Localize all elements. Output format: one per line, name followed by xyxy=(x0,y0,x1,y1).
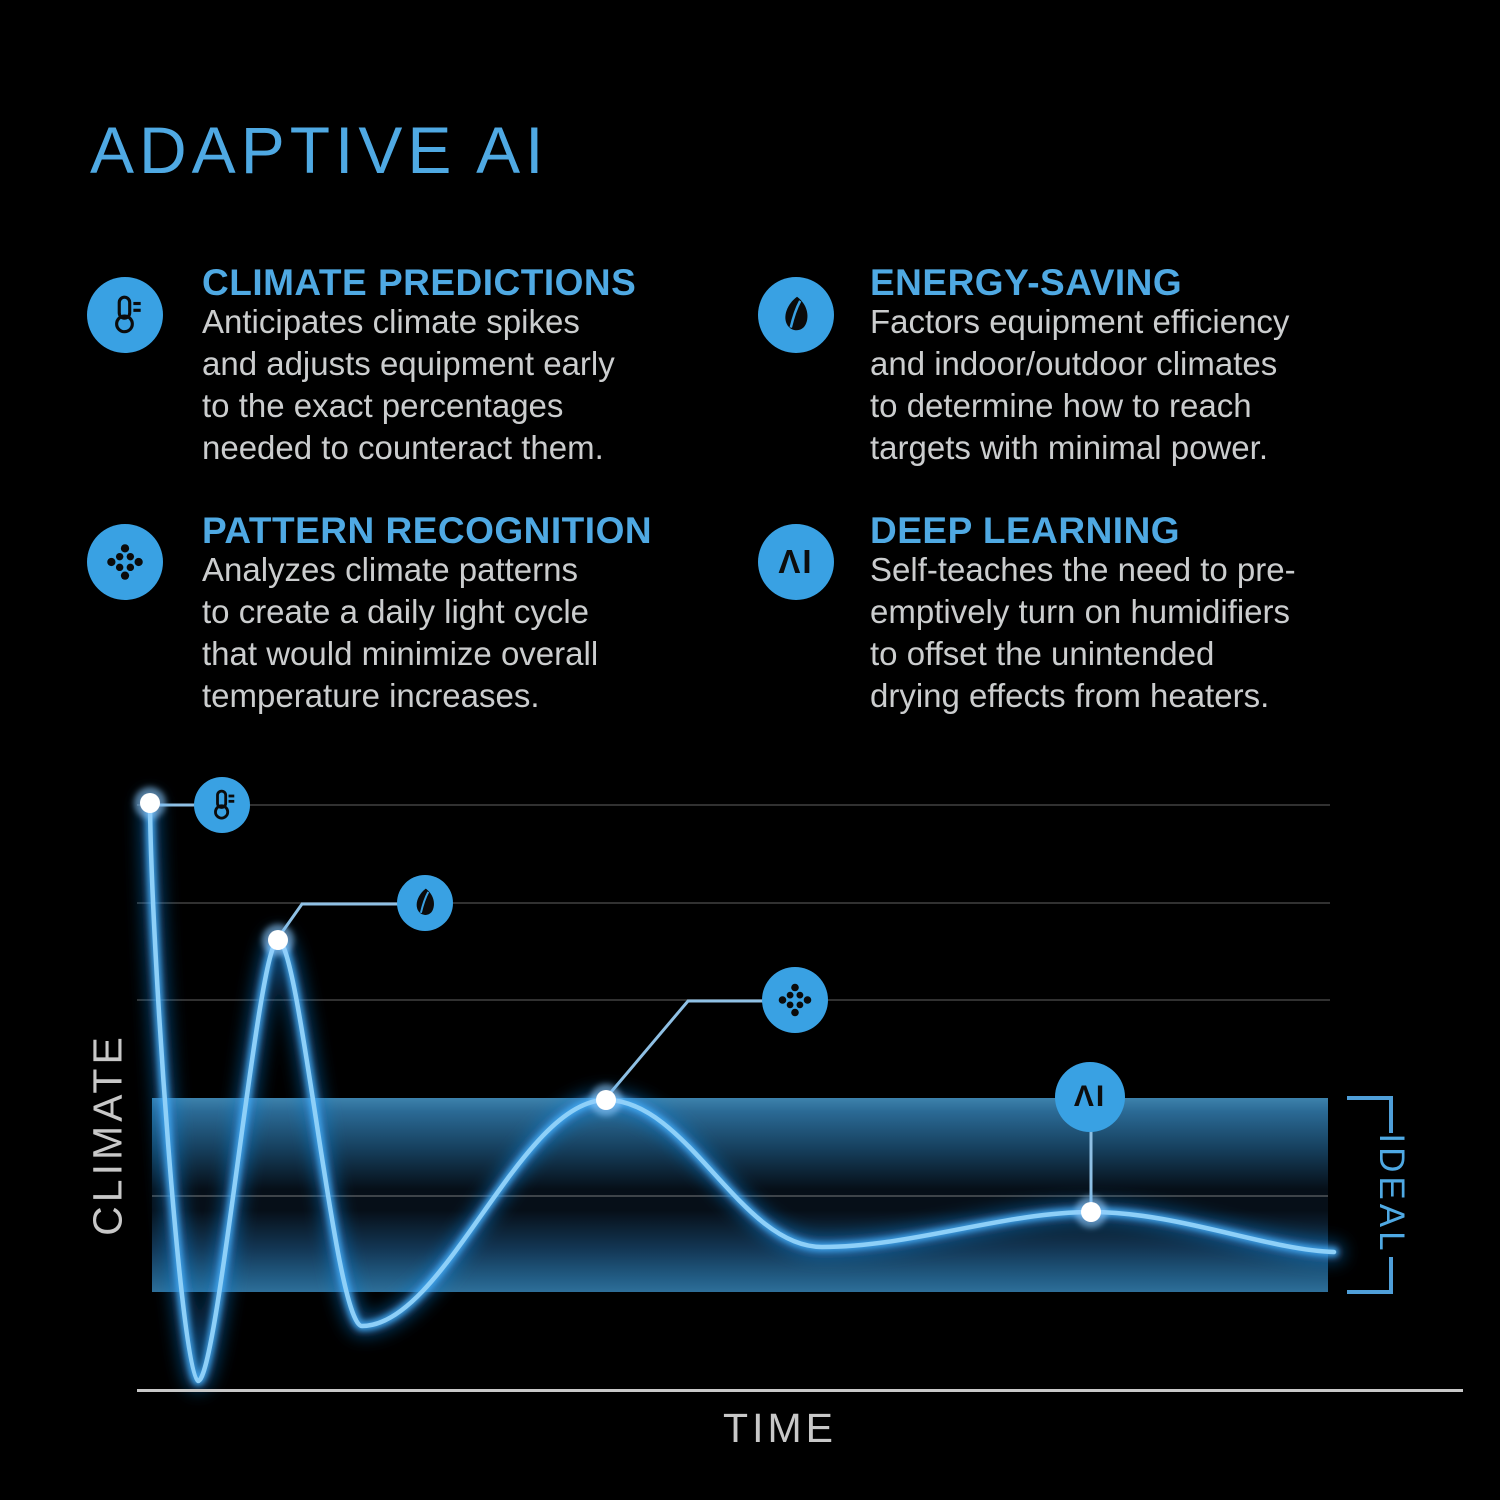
thermometer-marker-icon xyxy=(194,777,250,833)
x-axis-line xyxy=(137,1389,1463,1392)
data-point-climate-predictions xyxy=(134,787,166,819)
y-axis-label: CLIMATE xyxy=(84,1033,131,1236)
feature-title-energy-saving: ENERGY-SAVING xyxy=(870,262,1183,303)
gridline-2 xyxy=(137,902,1330,904)
leaf-marker-icon xyxy=(397,875,453,931)
leaf-icon xyxy=(758,277,834,353)
ai-icon-text: ΛI xyxy=(778,543,814,580)
feature-body-pattern-recognition: Analyzes climate patterns to create a dai… xyxy=(202,551,599,714)
network-dots-marker-icon xyxy=(762,967,828,1033)
gridline-4 xyxy=(152,1195,1328,1197)
feature-body-deep-learning: Self-teaches the need to pre-emptively t… xyxy=(870,551,1296,714)
ideal-bracket-bottom xyxy=(1347,1290,1393,1294)
network-dots-icon xyxy=(87,524,163,600)
climate-curve xyxy=(139,792,1345,1393)
thermometer-icon xyxy=(87,277,163,353)
ideal-bracket-top-vertical xyxy=(1389,1096,1393,1133)
feature-title-pattern-recognition: PATTERN RECOGNITION xyxy=(202,510,653,551)
ideal-band-label: IDEAL xyxy=(1372,1133,1411,1255)
ideal-bracket-top xyxy=(1347,1096,1393,1100)
ai-marker-icon: ΛI xyxy=(1055,1062,1125,1132)
data-point-energy-saving xyxy=(262,924,294,956)
x-axis-label: TIME xyxy=(723,1405,837,1451)
feature-title-climate-predictions: CLIMATE PREDICTIONS xyxy=(202,262,637,303)
ideal-bracket-bottom-vertical xyxy=(1389,1257,1393,1294)
feature-title-deep-learning: DEEP LEARNING xyxy=(870,510,1181,551)
ai-marker-text: ΛI xyxy=(1073,1080,1107,1113)
feature-body-climate-predictions: Anticipates climate spikes and adjusts eq… xyxy=(202,303,615,466)
gridline-3 xyxy=(137,999,1330,1001)
page-title: ADAPTIVE AI xyxy=(90,113,549,187)
ai-icon: ΛI xyxy=(758,524,834,600)
gridline-1 xyxy=(137,804,1330,806)
feature-body-energy-saving: Factors equipment efficiency and indoor/o… xyxy=(870,303,1290,466)
